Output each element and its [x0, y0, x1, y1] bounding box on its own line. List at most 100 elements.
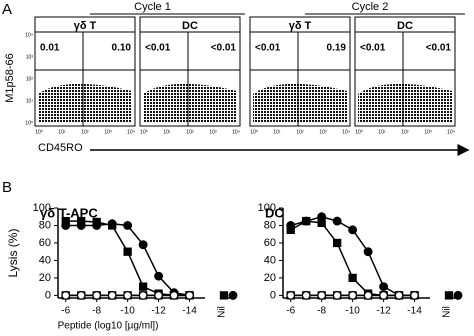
data-point [379, 282, 389, 292]
x-tick-label: 10⁴ [342, 129, 350, 135]
x-tick-label: 10¹ [273, 129, 281, 135]
cell-cloud [253, 83, 347, 123]
x-tick-label: 10¹ [163, 129, 171, 135]
series-line [65, 220, 190, 297]
x-tick-label: -6 [61, 306, 70, 317]
data-point [379, 290, 389, 300]
y-tick-label: 10³ [26, 54, 34, 60]
y-axis-label: Lysis (%) [6, 229, 20, 278]
x-tick-label: 10² [296, 129, 304, 135]
x-tick-label: -12 [376, 306, 391, 317]
y-tick-label: 10¹ [26, 98, 34, 104]
panel-label: A [2, 1, 12, 18]
cycle-label: Cycle 1 [134, 1, 171, 13]
data-point [410, 290, 419, 300]
y-tick-label: 10⁰ [25, 120, 33, 126]
data-point [301, 290, 311, 300]
data-point [138, 282, 148, 291]
x-tick-label: 10³ [424, 129, 432, 135]
x-tick-label: 10¹ [378, 129, 386, 135]
x-tick-label: 10² [186, 129, 194, 135]
y-tick-label: 10² [26, 76, 34, 82]
x-tick-label: 10² [401, 129, 409, 135]
y-tick-label: 20 [39, 272, 51, 284]
chart-title: γδ T-APC [40, 205, 98, 220]
y-tick-label: 80 [39, 219, 51, 231]
plot-frame [139, 16, 241, 127]
data-point [61, 221, 71, 230]
series-line [65, 222, 190, 297]
data-point [348, 273, 357, 283]
data-point [154, 271, 164, 281]
quadrant-value: <0.01 [211, 43, 237, 54]
data-point [453, 290, 463, 300]
x-tick-label: -14 [407, 306, 422, 317]
x-tick-label: 10⁴ [447, 129, 455, 135]
x-tick-label: -6 [286, 306, 295, 317]
y-tick-label: 60 [39, 237, 51, 249]
plot-frame [34, 16, 136, 127]
plot-title: DC [182, 20, 198, 32]
y-axis-label: M1p58-66 [4, 53, 16, 103]
quadrant-value: <0.01 [360, 43, 386, 54]
x-axis-label: Peptide (log10 [µg/ml]) [58, 321, 159, 332]
data-point [92, 290, 102, 300]
y-tick-label: 0 [270, 289, 276, 301]
data-point [107, 219, 117, 229]
cycle-label: Cycle 2 [352, 1, 389, 13]
x-tick-label: 10⁰ [35, 129, 43, 135]
data-point [444, 291, 454, 300]
data-point [286, 221, 296, 230]
x-tick-label: 10³ [104, 129, 112, 135]
data-point [317, 212, 327, 222]
data-point [76, 290, 86, 300]
data-point [92, 221, 102, 230]
x-tick-label: 10¹ [58, 129, 66, 135]
nil-label: Nil [442, 306, 453, 318]
plot-frame [249, 16, 351, 127]
data-point [363, 247, 373, 257]
x-axis-label: CD45RO [38, 142, 83, 154]
y-tick-label: 40 [39, 254, 51, 266]
data-point [123, 247, 132, 256]
data-point [317, 290, 327, 300]
y-tick-label: 10⁴ [25, 32, 33, 38]
x-tick-label: 10⁴ [127, 129, 135, 135]
data-point [348, 225, 358, 235]
y-tick-label: 0 [45, 289, 51, 301]
data-point [154, 290, 164, 300]
y-tick-label: 100 [33, 202, 51, 214]
quadrant-value: 0.19 [327, 43, 347, 54]
data-point [107, 290, 117, 300]
data-point [123, 221, 133, 230]
x-tick-label: 10⁰ [250, 129, 258, 135]
data-point [169, 290, 179, 300]
data-point [332, 290, 342, 300]
data-point [333, 238, 342, 248]
plot-frame [354, 16, 456, 127]
x-tick-label: -10 [120, 306, 135, 317]
plot-title: DC [397, 20, 413, 32]
data-point [76, 221, 86, 230]
x-tick-label: 10³ [209, 129, 217, 135]
data-point [286, 290, 296, 300]
data-point [138, 290, 148, 300]
y-tick-label: 20 [264, 272, 276, 284]
cell-cloud [358, 83, 452, 123]
cell-cloud [143, 83, 237, 123]
data-point [228, 290, 238, 300]
y-tick-label: 60 [264, 237, 276, 249]
x-tick-label: 10⁴ [232, 129, 240, 135]
x-tick-label: 10⁰ [140, 129, 148, 135]
quadrant-value: <0.01 [255, 43, 281, 54]
x-tick-label: -8 [317, 306, 326, 317]
x-tick-label: -14 [182, 306, 197, 317]
quadrant-value: <0.01 [145, 43, 171, 54]
x-tick-label: 10⁰ [355, 129, 363, 135]
quadrant-value: 0.01 [40, 43, 60, 54]
data-point [301, 216, 311, 226]
chart-title: DC [265, 205, 284, 220]
panel-label: B [2, 179, 12, 196]
x-tick-label: 10³ [319, 129, 327, 135]
